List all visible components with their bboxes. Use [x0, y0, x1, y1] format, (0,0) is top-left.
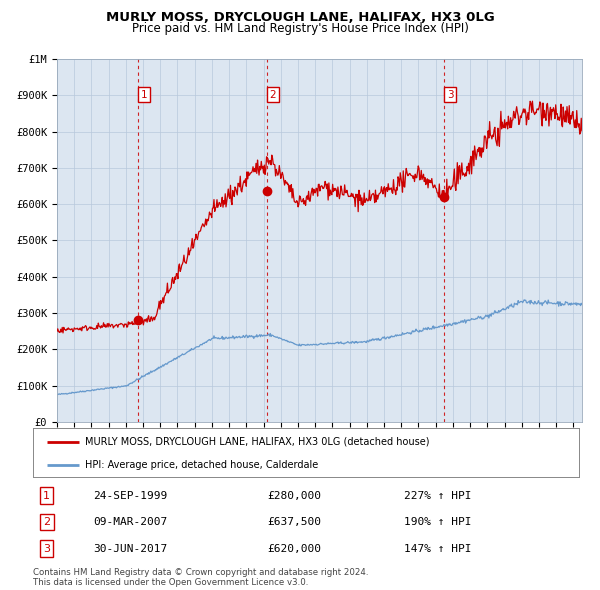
Text: £620,000: £620,000 — [268, 543, 322, 553]
Text: 3: 3 — [447, 90, 454, 100]
Text: 190% ↑ HPI: 190% ↑ HPI — [404, 517, 472, 527]
Text: Price paid vs. HM Land Registry's House Price Index (HPI): Price paid vs. HM Land Registry's House … — [131, 22, 469, 35]
Text: 227% ↑ HPI: 227% ↑ HPI — [404, 491, 472, 501]
Text: 147% ↑ HPI: 147% ↑ HPI — [404, 543, 472, 553]
Text: 2: 2 — [269, 90, 276, 100]
Text: 1: 1 — [43, 491, 50, 501]
Text: 2: 2 — [43, 517, 50, 527]
Text: 24-SEP-1999: 24-SEP-1999 — [93, 491, 167, 501]
Text: £637,500: £637,500 — [268, 517, 322, 527]
Text: HPI: Average price, detached house, Calderdale: HPI: Average price, detached house, Cald… — [85, 460, 318, 470]
Text: Contains HM Land Registry data © Crown copyright and database right 2024.
This d: Contains HM Land Registry data © Crown c… — [33, 568, 368, 587]
Text: MURLY MOSS, DRYCLOUGH LANE, HALIFAX, HX3 0LG (detached house): MURLY MOSS, DRYCLOUGH LANE, HALIFAX, HX3… — [85, 437, 430, 447]
Text: 09-MAR-2007: 09-MAR-2007 — [93, 517, 167, 527]
Text: £280,000: £280,000 — [268, 491, 322, 501]
Text: 30-JUN-2017: 30-JUN-2017 — [93, 543, 167, 553]
Text: MURLY MOSS, DRYCLOUGH LANE, HALIFAX, HX3 0LG: MURLY MOSS, DRYCLOUGH LANE, HALIFAX, HX3… — [106, 11, 494, 24]
Text: 3: 3 — [43, 543, 50, 553]
Text: 1: 1 — [141, 90, 148, 100]
